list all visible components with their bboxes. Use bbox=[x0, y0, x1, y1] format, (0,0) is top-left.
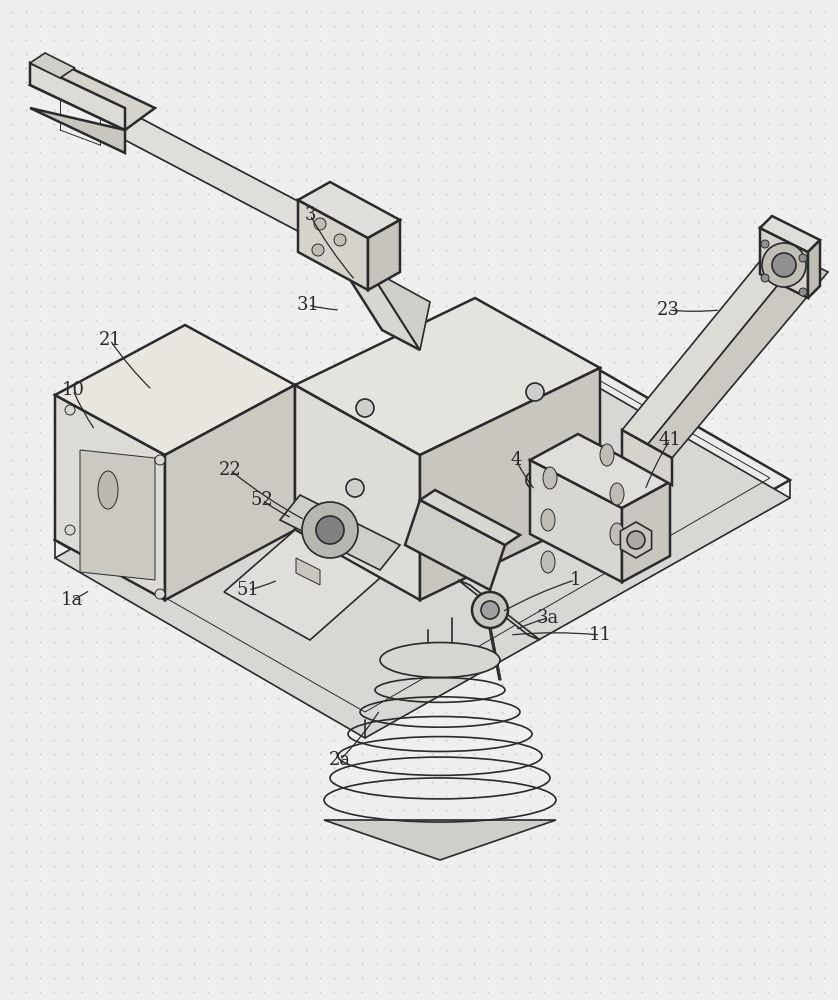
Ellipse shape bbox=[380, 643, 500, 678]
Circle shape bbox=[526, 383, 544, 401]
Polygon shape bbox=[55, 325, 295, 455]
Polygon shape bbox=[165, 385, 295, 600]
Ellipse shape bbox=[543, 467, 557, 489]
Polygon shape bbox=[296, 558, 320, 585]
Polygon shape bbox=[30, 108, 125, 153]
Circle shape bbox=[334, 234, 346, 246]
Polygon shape bbox=[622, 244, 800, 444]
Text: 52: 52 bbox=[251, 491, 273, 509]
Text: 1: 1 bbox=[569, 571, 581, 589]
Circle shape bbox=[762, 243, 806, 287]
Polygon shape bbox=[808, 240, 820, 298]
Polygon shape bbox=[80, 450, 155, 580]
Text: 3a: 3a bbox=[537, 609, 559, 627]
Circle shape bbox=[65, 525, 75, 535]
Polygon shape bbox=[125, 110, 330, 248]
Polygon shape bbox=[420, 368, 600, 600]
Ellipse shape bbox=[541, 509, 555, 531]
Polygon shape bbox=[295, 298, 600, 455]
Polygon shape bbox=[622, 482, 670, 582]
Circle shape bbox=[155, 589, 165, 599]
Ellipse shape bbox=[541, 551, 555, 573]
Polygon shape bbox=[420, 490, 520, 545]
Text: 2a: 2a bbox=[329, 751, 351, 769]
Ellipse shape bbox=[610, 483, 624, 505]
Polygon shape bbox=[55, 318, 790, 738]
Circle shape bbox=[346, 479, 364, 497]
Circle shape bbox=[155, 455, 165, 465]
Polygon shape bbox=[295, 385, 420, 600]
Circle shape bbox=[761, 240, 769, 248]
Text: 23: 23 bbox=[656, 301, 680, 319]
Polygon shape bbox=[55, 395, 165, 600]
Polygon shape bbox=[224, 530, 380, 640]
Text: 11: 11 bbox=[588, 626, 612, 644]
Circle shape bbox=[761, 274, 769, 282]
Circle shape bbox=[799, 254, 807, 262]
Circle shape bbox=[316, 516, 344, 544]
Text: 4: 4 bbox=[510, 451, 522, 469]
Ellipse shape bbox=[98, 471, 118, 509]
Polygon shape bbox=[330, 248, 420, 350]
Text: 3: 3 bbox=[304, 206, 316, 224]
Text: 41: 41 bbox=[659, 431, 681, 449]
Circle shape bbox=[799, 288, 807, 296]
Circle shape bbox=[65, 405, 75, 415]
Polygon shape bbox=[620, 522, 652, 558]
Polygon shape bbox=[298, 182, 400, 238]
Polygon shape bbox=[324, 820, 556, 860]
Polygon shape bbox=[30, 63, 125, 130]
Text: 10: 10 bbox=[61, 381, 85, 399]
Polygon shape bbox=[760, 216, 820, 252]
Polygon shape bbox=[30, 63, 155, 130]
Circle shape bbox=[481, 601, 499, 619]
Circle shape bbox=[356, 399, 374, 417]
Circle shape bbox=[314, 218, 326, 230]
Circle shape bbox=[472, 592, 508, 628]
Polygon shape bbox=[30, 53, 75, 78]
Text: 21: 21 bbox=[99, 331, 122, 349]
Polygon shape bbox=[760, 228, 808, 298]
Circle shape bbox=[302, 502, 358, 558]
Circle shape bbox=[772, 253, 796, 277]
Text: 22: 22 bbox=[219, 461, 241, 479]
Ellipse shape bbox=[600, 444, 614, 466]
Text: 31: 31 bbox=[297, 296, 319, 314]
Circle shape bbox=[312, 244, 324, 256]
Polygon shape bbox=[55, 300, 790, 720]
Polygon shape bbox=[648, 258, 828, 458]
Ellipse shape bbox=[610, 523, 624, 545]
Circle shape bbox=[627, 531, 645, 549]
Polygon shape bbox=[530, 434, 670, 508]
Polygon shape bbox=[368, 220, 400, 290]
Text: 1a: 1a bbox=[61, 591, 83, 609]
Polygon shape bbox=[368, 268, 430, 350]
Text: 51: 51 bbox=[236, 581, 260, 599]
Polygon shape bbox=[530, 460, 622, 582]
Circle shape bbox=[526, 471, 544, 489]
Polygon shape bbox=[405, 500, 505, 590]
Polygon shape bbox=[622, 430, 672, 485]
Polygon shape bbox=[458, 580, 540, 640]
Polygon shape bbox=[280, 495, 400, 570]
Polygon shape bbox=[298, 200, 368, 290]
